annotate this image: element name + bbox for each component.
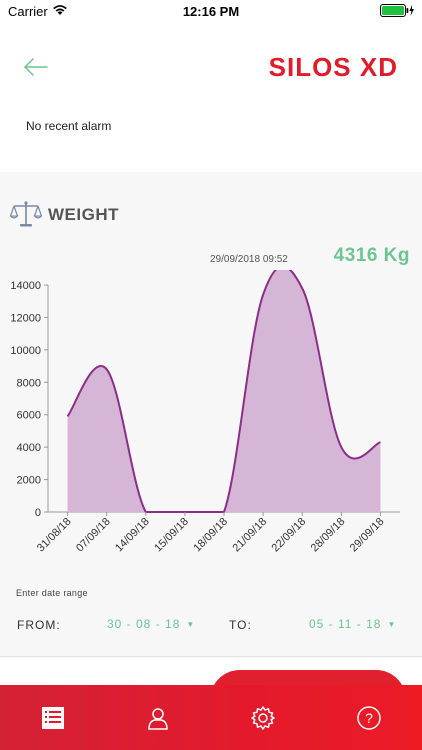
x-tick-label: 21/09/18 bbox=[230, 516, 269, 555]
x-tick-label: 22/09/18 bbox=[270, 516, 309, 555]
to-date-value: 05 - 11 - 18 bbox=[309, 617, 382, 631]
y-tick-label: 8000 bbox=[17, 377, 41, 389]
x-tick-label: 28/09/18 bbox=[309, 516, 348, 555]
tab-help[interactable]: ? bbox=[356, 705, 382, 731]
wifi-icon bbox=[52, 3, 68, 19]
weight-chart: 0 2000 4000 6000 8000 10000 12000 14000 31/08/18… bbox=[10, 270, 400, 555]
tab-list[interactable] bbox=[40, 705, 66, 731]
weight-timestamp: 29/09/2018 09:52 bbox=[210, 254, 288, 265]
caret-down-icon: ▼ bbox=[387, 620, 397, 629]
from-date-select[interactable]: 30 - 08 - 18 ▼ bbox=[107, 617, 195, 631]
y-tick-label: 2000 bbox=[17, 475, 41, 487]
status-bar: Carrier 12:16 PM bbox=[0, 0, 422, 22]
date-range-label: Enter date range bbox=[16, 588, 88, 598]
header: SILOS XD No recent alarm bbox=[0, 22, 422, 172]
series-line bbox=[66, 270, 381, 514]
back-button[interactable] bbox=[22, 52, 52, 82]
arrow-left-icon bbox=[24, 58, 48, 76]
y-tick-label: 10000 bbox=[10, 345, 41, 357]
y-tick-label: 14000 bbox=[10, 280, 41, 292]
weight-value: 4316 Kg bbox=[333, 245, 410, 266]
y-tick-label: 0 bbox=[35, 507, 41, 519]
divider bbox=[0, 656, 422, 657]
svg-text:?: ? bbox=[365, 710, 373, 726]
from-date-value: 30 - 08 - 18 bbox=[107, 617, 181, 631]
weight-card: WEIGHT 29/09/2018 09:52 4316 Kg 0 2000 400… bbox=[0, 172, 422, 658]
tab-bar: ? bbox=[0, 685, 422, 750]
y-tick-label: 4000 bbox=[17, 442, 41, 454]
caret-down-icon: ▼ bbox=[186, 620, 196, 629]
battery-icon bbox=[380, 4, 416, 20]
user-icon bbox=[148, 708, 168, 730]
x-tick-label: 15/09/18 bbox=[152, 516, 191, 555]
series-area bbox=[67, 270, 381, 512]
weight-title: WEIGHT bbox=[48, 205, 119, 224]
y-tick-label: 12000 bbox=[10, 312, 41, 324]
tab-settings[interactable] bbox=[250, 705, 276, 731]
x-tick-label: 29/09/18 bbox=[348, 516, 387, 555]
list-icon bbox=[42, 707, 64, 729]
clock: 12:16 PM bbox=[182, 4, 240, 19]
carrier-label: Carrier bbox=[8, 4, 48, 19]
x-tick-label: 18/09/18 bbox=[191, 516, 230, 555]
from-label: FROM: bbox=[17, 618, 61, 632]
y-tick-label: 6000 bbox=[17, 410, 41, 422]
to-label: TO: bbox=[229, 618, 252, 632]
x-tick-label: 31/08/18 bbox=[35, 516, 74, 555]
scale-icon bbox=[9, 200, 43, 233]
app-title: SILOS XD bbox=[268, 52, 398, 82]
gear-icon bbox=[251, 706, 275, 730]
to-date-select[interactable]: 05 - 11 - 18 ▼ bbox=[309, 617, 396, 631]
x-tick-label: 14/09/18 bbox=[113, 516, 152, 555]
x-tick-label: 07/09/18 bbox=[74, 516, 113, 555]
help-icon: ? bbox=[357, 706, 381, 730]
tab-user[interactable] bbox=[145, 705, 171, 731]
alarm-status: No recent alarm bbox=[26, 119, 112, 133]
